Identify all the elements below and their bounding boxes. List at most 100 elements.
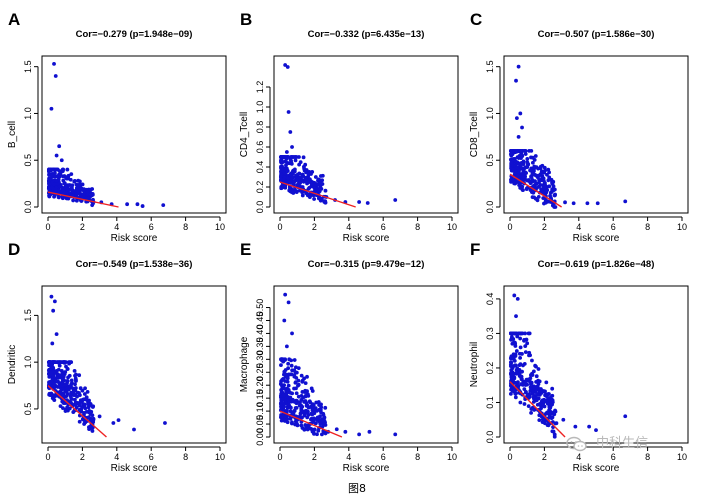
data-point (72, 368, 77, 373)
x-tick-label: 8 (183, 452, 188, 462)
data-point (523, 350, 528, 355)
data-point (322, 418, 327, 423)
x-tick-label: 4 (114, 452, 119, 462)
data-point (295, 178, 300, 182)
data-point (280, 378, 285, 382)
regression-line (47, 191, 119, 208)
data-point (73, 386, 78, 390)
data-point (548, 194, 552, 198)
data-point (69, 360, 73, 365)
y-axis-label: Neutrophil (469, 342, 480, 388)
data-point (544, 380, 549, 385)
data-point (282, 404, 286, 409)
data-point (539, 406, 543, 411)
data-point (279, 389, 284, 394)
data-point (285, 379, 290, 384)
data-point (315, 416, 320, 421)
data-point (322, 415, 327, 420)
data-point (86, 196, 91, 200)
data-point (289, 372, 294, 377)
data-point (54, 167, 59, 172)
data-point (293, 406, 298, 410)
data-point (300, 390, 305, 394)
data-point (73, 393, 78, 397)
x-tick-label: 2 (542, 222, 547, 232)
watermark: 中科生信 (566, 432, 648, 452)
data-point (294, 391, 299, 396)
data-point (74, 372, 78, 377)
data-point (85, 390, 90, 394)
data-point (532, 167, 536, 171)
data-point (47, 167, 52, 172)
data-point (278, 381, 283, 386)
data-point (303, 177, 308, 181)
y-tick-label: 0.10 (255, 402, 265, 420)
data-point (68, 177, 73, 182)
data-point (537, 418, 542, 422)
data-point (58, 360, 63, 365)
data-point (525, 156, 530, 161)
data-point (521, 168, 526, 173)
data-point (70, 189, 75, 194)
data-point (306, 187, 311, 191)
x-tick-label: 10 (447, 452, 457, 462)
y-tick-label: 1.0 (23, 107, 33, 120)
data-point (508, 331, 513, 336)
data-point (511, 352, 516, 357)
data-point (50, 167, 55, 172)
data-points (508, 64, 628, 209)
data-point (66, 196, 71, 201)
data-point (550, 386, 555, 391)
data-point (530, 178, 535, 182)
data-point (367, 429, 372, 434)
data-point (534, 379, 539, 384)
y-tick-label: 0.3 (485, 327, 495, 340)
regression-line (509, 173, 562, 208)
data-point (83, 386, 87, 391)
data-point (47, 374, 52, 379)
data-point (323, 188, 328, 193)
data-point (293, 158, 298, 163)
y-tick-label: 0.4 (255, 161, 265, 174)
data-point (53, 187, 58, 191)
watermark-text: 中科生信 (596, 436, 649, 451)
data-point (49, 380, 54, 385)
y-tick-label: 0.5 (23, 403, 33, 416)
data-point (284, 150, 289, 154)
data-point (282, 185, 286, 189)
data-point (281, 394, 285, 398)
data-point (282, 418, 287, 423)
data-point (299, 175, 303, 180)
data-point (74, 377, 78, 382)
data-point (51, 308, 56, 313)
data-point (280, 414, 284, 419)
data-point (59, 368, 64, 373)
data-point (318, 408, 323, 413)
x-tick-label: 10 (447, 222, 457, 232)
data-point (77, 419, 82, 424)
data-point (282, 318, 287, 323)
data-point (321, 411, 326, 416)
data-point (540, 398, 545, 403)
data-point (528, 181, 533, 186)
data-point (311, 417, 316, 422)
data-point (531, 190, 536, 195)
data-point (64, 407, 68, 412)
data-point (60, 377, 65, 381)
data-point (286, 176, 290, 181)
data-point (307, 178, 312, 183)
data-point (525, 341, 530, 346)
data-point (292, 358, 297, 362)
data-point (116, 418, 121, 423)
x-tick-label: 0 (45, 222, 50, 232)
y-tick-label: 1.0 (485, 107, 495, 120)
data-point (623, 414, 628, 419)
data-point (65, 167, 70, 172)
data-point (71, 198, 76, 203)
data-point (125, 202, 130, 207)
data-point (81, 194, 85, 199)
data-point (293, 380, 298, 385)
data-point (323, 405, 328, 410)
data-point (542, 165, 547, 170)
data-point (282, 372, 286, 377)
